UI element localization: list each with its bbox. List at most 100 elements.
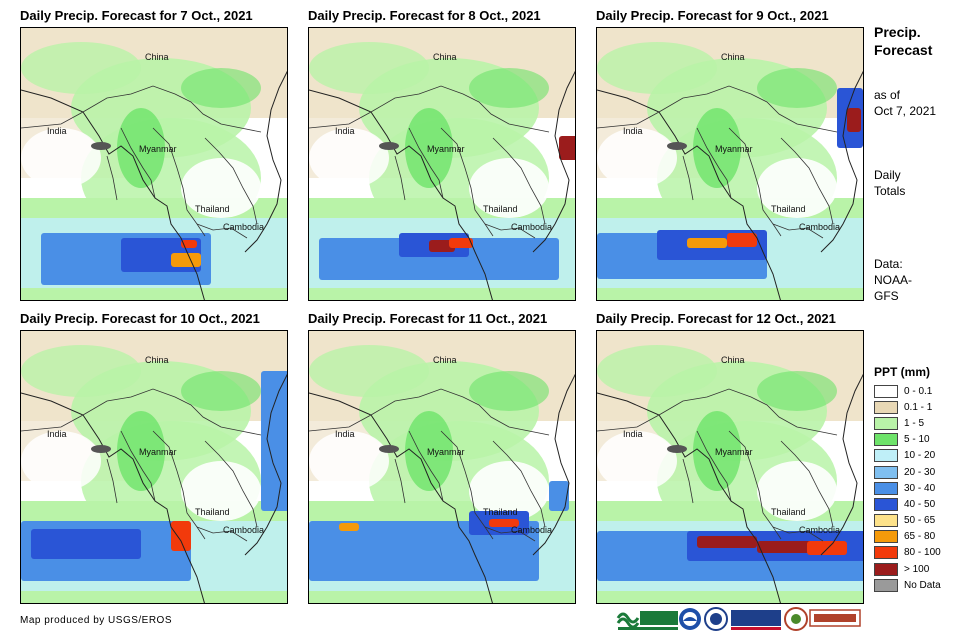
place-label-india: India — [623, 429, 643, 439]
legend-item: 80 - 100 — [874, 545, 941, 561]
place-label-india: India — [47, 429, 67, 439]
legend-title: PPT (mm) — [874, 365, 931, 379]
sidebar-asof: as of Oct 7, 2021 — [874, 87, 936, 119]
place-label-myanmar: Myanmar — [427, 447, 465, 457]
place-label-thailand: Thailand — [195, 204, 230, 214]
legend-item: 0.1 - 1 — [874, 399, 941, 415]
sidebar-data-line1: Data: — [874, 257, 903, 271]
map-panel-6: China India Myanmar Thailand Cambodia — [596, 330, 864, 604]
legend-label: 10 - 20 — [904, 450, 936, 462]
sidebar-totals-line1: Daily — [874, 168, 901, 182]
legend-swatch — [874, 546, 898, 560]
place-label-myanmar: Myanmar — [715, 144, 753, 154]
sidebar-data-line3: GFS — [874, 289, 899, 303]
legend-swatch — [874, 449, 898, 463]
precip-field — [597, 28, 863, 300]
legend-item: 0 - 0.1 — [874, 383, 941, 399]
legend-item: No Data — [874, 577, 941, 593]
place-label-china: China — [145, 355, 169, 365]
legend-swatch — [874, 400, 898, 414]
sidebar-title: Precip. Forecast — [874, 23, 932, 59]
sidebar-data-line2: NOAA- — [874, 273, 913, 287]
place-label-cambodia: Cambodia — [511, 222, 553, 232]
place-label-cambodia: Cambodia — [223, 525, 265, 535]
place-label-china: China — [721, 355, 745, 365]
place-label-cambodia: Cambodia — [799, 525, 841, 535]
place-label-cambodia: Cambodia — [223, 222, 265, 232]
usgs-logo — [616, 611, 678, 630]
legend-label: 20 - 30 — [904, 466, 936, 478]
panel-title-6: Daily Precip. Forecast for 12 Oct., 2021 — [596, 311, 836, 326]
legend-swatch — [874, 578, 898, 592]
precip-field — [21, 331, 287, 603]
legend-label: 80 - 100 — [904, 547, 941, 559]
sidebar-title-line2: Forecast — [874, 42, 933, 58]
precip-field — [597, 331, 863, 603]
legend-label: 40 - 50 — [904, 498, 936, 510]
legend-item: 10 - 20 — [874, 448, 941, 464]
place-label-myanmar: Myanmar — [715, 447, 753, 457]
map-panel-1: China India Myanmar Thailand Cambodia — [20, 27, 288, 301]
usaid-logo — [731, 610, 781, 630]
place-label-china: China — [433, 52, 457, 62]
panel-title-3: Daily Precip. Forecast for 9 Oct., 2021 — [596, 8, 829, 23]
place-label-india: India — [335, 126, 355, 136]
place-label-cambodia: Cambodia — [799, 222, 841, 232]
panel-title-2: Daily Precip. Forecast for 8 Oct., 2021 — [308, 8, 541, 23]
map-credit: Map produced by USGS/EROS — [20, 615, 173, 626]
agency-logos-graphic — [616, 607, 861, 631]
legend-label: 30 - 40 — [904, 482, 936, 494]
place-label-china: China — [145, 52, 169, 62]
legend-item: 30 - 40 — [874, 480, 941, 496]
legend-swatch — [874, 384, 898, 398]
legend-rows: 0 - 0.1 0.1 - 1 1 - 5 5 - 10 10 - 20 20 - 30 3… — [874, 383, 941, 593]
place-label-cambodia: Cambodia — [511, 525, 553, 535]
usaid-seal-logo — [704, 607, 728, 631]
legend-swatch — [874, 465, 898, 479]
legend-swatch — [874, 497, 898, 511]
place-label-myanmar: Myanmar — [427, 144, 465, 154]
place-label-thailand: Thailand — [771, 204, 806, 214]
legend-label: 1 - 5 — [904, 417, 925, 429]
sidebar-asof-line2: Oct 7, 2021 — [874, 104, 937, 118]
map-panel-3: China India Myanmar Thailand Cambodia — [596, 27, 864, 301]
precip-field — [21, 28, 287, 300]
place-label-india: India — [623, 126, 643, 136]
sidebar-totals: Daily Totals — [874, 167, 905, 199]
place-label-myanmar: Myanmar — [139, 144, 177, 154]
map-panel-5: China India Myanmar Thailand Cambodia — [308, 330, 576, 604]
place-label-myanmar: Myanmar — [139, 447, 177, 457]
sidebar-totals-line2: Totals — [874, 184, 906, 198]
panel-title-5: Daily Precip. Forecast for 11 Oct., 2021 — [308, 311, 548, 326]
legend-swatch — [874, 416, 898, 430]
place-label-thailand: Thailand — [483, 507, 518, 517]
legend-item: 1 - 5 — [874, 415, 941, 431]
legend-item: > 100 — [874, 561, 941, 577]
legend-label: No Data — [904, 579, 941, 591]
place-label-india: India — [335, 429, 355, 439]
legend-label: 5 - 10 — [904, 434, 930, 446]
place-label-china: China — [721, 52, 745, 62]
fewsnet-logo — [784, 607, 861, 631]
legend-swatch — [874, 481, 898, 495]
legend-label: > 100 — [904, 563, 930, 575]
legend-item: 50 - 65 — [874, 513, 941, 529]
legend-item: 65 - 80 — [874, 529, 941, 545]
precip-field — [309, 28, 575, 300]
legend-item: 5 - 10 — [874, 432, 941, 448]
panel-title-1: Daily Precip. Forecast for 7 Oct., 2021 — [20, 8, 253, 23]
legend-swatch — [874, 433, 898, 447]
legend-swatch — [874, 530, 898, 544]
map-panel-2: China India Myanmar Thailand Cambodia — [308, 27, 576, 301]
place-label-thailand: Thailand — [771, 507, 806, 517]
sidebar-title-line1: Precip. — [874, 24, 921, 40]
legend-item: 20 - 30 — [874, 464, 941, 480]
place-label-china: China — [433, 355, 457, 365]
place-label-thailand: Thailand — [195, 507, 230, 517]
precip-field — [309, 331, 575, 603]
legend-item: 40 - 50 — [874, 496, 941, 512]
sidebar-data-source: Data: NOAA- GFS — [874, 256, 912, 304]
legend-label: 65 - 80 — [904, 531, 936, 543]
legend-label: 0 - 0.1 — [904, 385, 933, 397]
legend-label: 0.1 - 1 — [904, 401, 933, 413]
